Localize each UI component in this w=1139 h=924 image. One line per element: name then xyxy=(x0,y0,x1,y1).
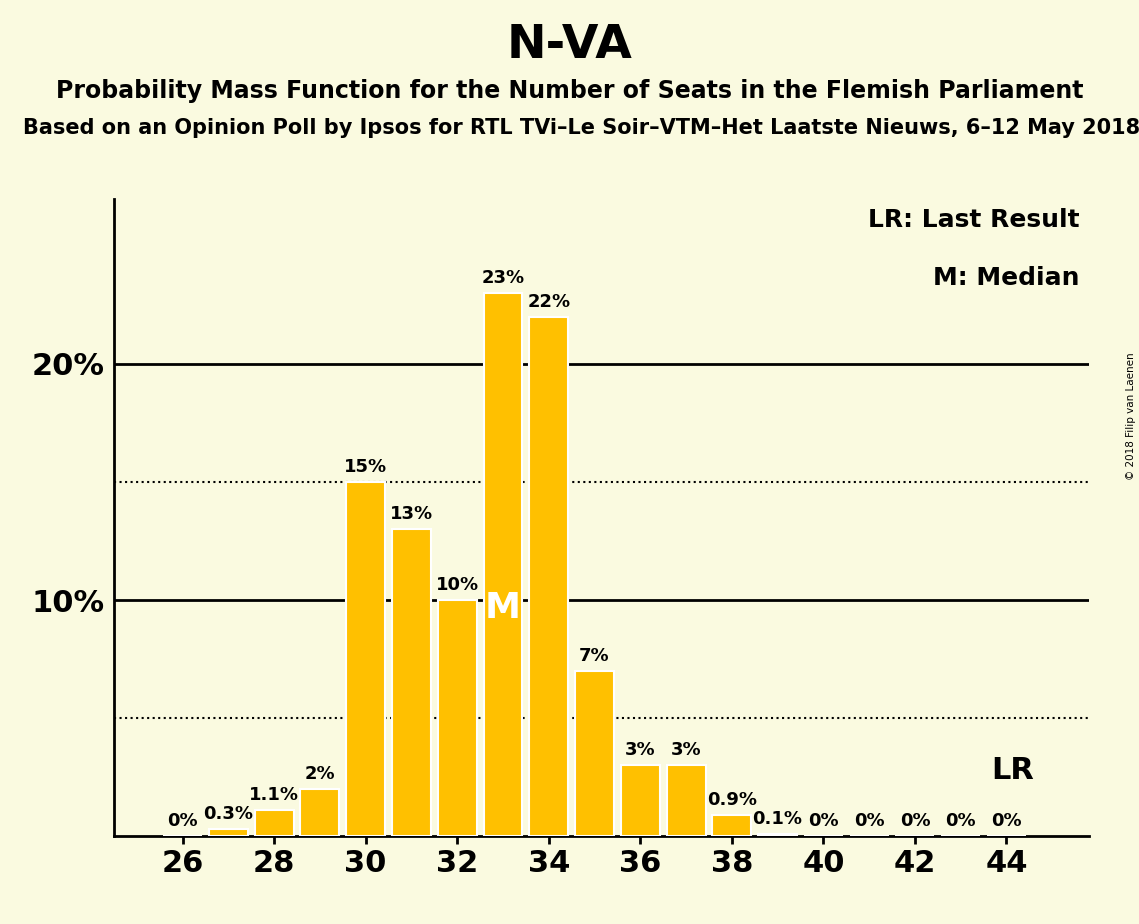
Text: 15%: 15% xyxy=(344,458,387,476)
Bar xyxy=(301,789,339,836)
Text: 0%: 0% xyxy=(945,812,976,831)
Bar xyxy=(484,293,523,836)
Bar xyxy=(575,671,614,836)
Text: 0%: 0% xyxy=(900,812,931,831)
Text: 0.1%: 0.1% xyxy=(753,810,803,828)
Text: Based on an Opinion Poll by Ipsos for RTL TVi–Le Soir–VTM–Het Laatste Nieuws, 6–: Based on an Opinion Poll by Ipsos for RT… xyxy=(23,118,1139,139)
Text: 1.1%: 1.1% xyxy=(249,786,300,804)
Bar xyxy=(621,765,659,836)
Text: LR: Last Result: LR: Last Result xyxy=(868,208,1079,232)
Text: 0%: 0% xyxy=(854,812,885,831)
Text: 3%: 3% xyxy=(625,741,656,760)
Text: 7%: 7% xyxy=(580,647,609,665)
Bar xyxy=(255,810,294,836)
Text: 13%: 13% xyxy=(390,505,433,523)
Text: 3%: 3% xyxy=(671,741,702,760)
Bar xyxy=(208,829,248,836)
Bar xyxy=(530,317,568,836)
Bar xyxy=(759,833,797,836)
Text: 0.9%: 0.9% xyxy=(707,791,756,809)
Bar xyxy=(437,600,476,836)
Text: Probability Mass Function for the Number of Seats in the Flemish Parliament: Probability Mass Function for the Number… xyxy=(56,79,1083,103)
Text: © 2018 Filip van Laenen: © 2018 Filip van Laenen xyxy=(1126,352,1136,480)
Text: 0%: 0% xyxy=(991,812,1022,831)
Bar xyxy=(346,482,385,836)
Text: 23%: 23% xyxy=(482,269,525,287)
Text: 0%: 0% xyxy=(808,812,838,831)
Text: 0%: 0% xyxy=(167,812,198,831)
Text: LR: LR xyxy=(991,756,1034,784)
Text: 0.3%: 0.3% xyxy=(204,805,253,823)
Bar xyxy=(712,815,752,836)
Text: N-VA: N-VA xyxy=(507,23,632,68)
Text: 2%: 2% xyxy=(304,765,335,784)
Text: M: M xyxy=(485,591,521,626)
Text: 22%: 22% xyxy=(527,293,571,310)
Bar xyxy=(392,529,431,836)
Text: M: Median: M: Median xyxy=(933,265,1079,289)
Bar xyxy=(666,765,705,836)
Text: 10%: 10% xyxy=(435,577,478,594)
